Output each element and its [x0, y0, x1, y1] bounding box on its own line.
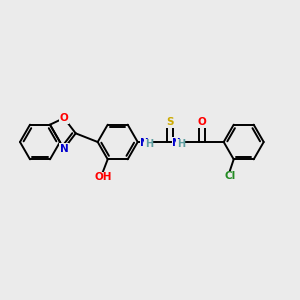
Text: O: O: [197, 117, 206, 127]
Text: N: N: [140, 138, 149, 148]
Text: OH: OH: [95, 172, 112, 182]
Text: H: H: [145, 139, 153, 149]
Text: H: H: [177, 139, 185, 149]
Text: N: N: [60, 144, 68, 154]
Text: O: O: [60, 113, 68, 123]
Text: Cl: Cl: [224, 171, 235, 181]
Text: N: N: [172, 138, 181, 148]
Text: S: S: [166, 117, 173, 127]
